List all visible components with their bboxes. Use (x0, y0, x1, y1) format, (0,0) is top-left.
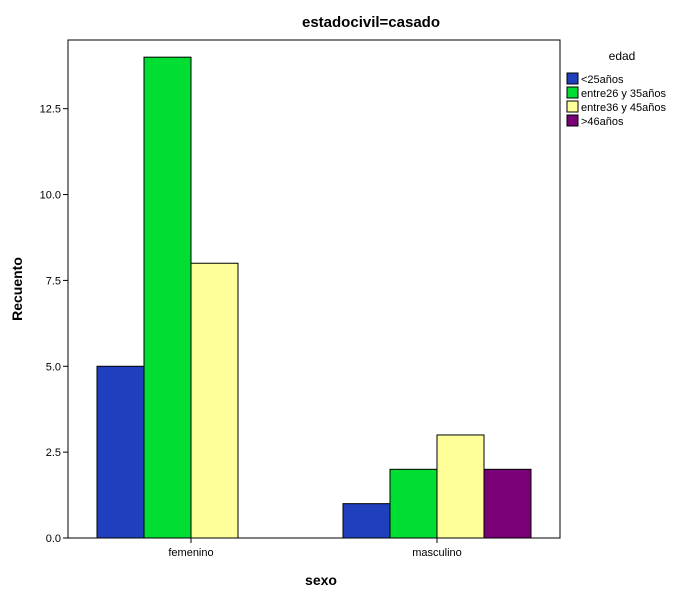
y-axis: 0.0 2.5 5.0 7.5 10.0 12.5 (40, 104, 68, 545)
bar (389, 468, 438, 539)
bar (436, 434, 485, 539)
x-axis-label: sexo (305, 572, 337, 588)
y-tick-label: 10.0 (40, 190, 61, 202)
bars (96, 56, 532, 539)
chart-title: estadocivil=casado (302, 14, 440, 31)
y-tick-label: 2.5 (46, 447, 61, 459)
y-tick-label: 12.5 (40, 104, 61, 116)
legend-label: entre36 y 45años (581, 102, 667, 114)
bar (483, 468, 532, 539)
x-axis: femenino masculino (168, 538, 462, 559)
legend-swatch (566, 100, 579, 113)
legend-label: <25años (581, 74, 624, 86)
x-tick-label: masculino (412, 547, 462, 559)
bar (143, 56, 192, 539)
y-tick-label: 7.5 (46, 275, 61, 287)
legend-swatch (566, 114, 579, 127)
y-axis-label: Recuento (9, 257, 25, 321)
legend: edad <25años entre26 y 35años entre36 y 45… (566, 49, 667, 128)
bar (190, 262, 239, 539)
x-tick-label: femenino (168, 547, 213, 559)
legend-label: entre26 y 35años (581, 88, 667, 100)
legend-items: <25años entre26 y 35años entre36 y 45años >… (566, 72, 667, 128)
legend-swatch (566, 86, 579, 99)
legend-label: >46años (581, 116, 624, 128)
bar (342, 503, 391, 539)
y-tick-label: 0.0 (46, 533, 61, 545)
bar (96, 365, 145, 539)
legend-swatch (566, 72, 579, 85)
legend-title: edad (609, 49, 636, 63)
y-tick-label: 5.0 (46, 361, 61, 373)
